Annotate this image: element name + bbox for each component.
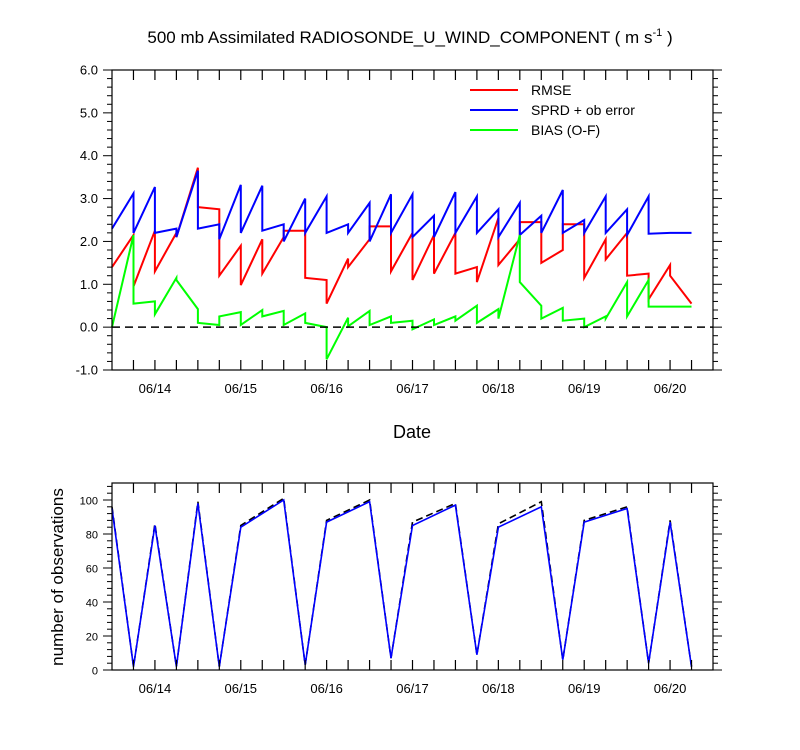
y-tick-label: 5.0 — [80, 105, 98, 120]
top-series-group — [111, 167, 693, 360]
series-line-assimilated — [111, 498, 693, 667]
bottom-axis-ticks: 06/14 06/15 06/16 06/17 06/18 06/19 06/20 0 20 40… — [80, 483, 722, 696]
x-tick-label: 06/17 — [396, 381, 429, 396]
y-tick-label: 80 — [86, 530, 98, 542]
legend-label: RMSE — [531, 82, 571, 98]
y-tick-label: 1.0 — [80, 277, 98, 292]
x-tick-label: 06/20 — [654, 681, 687, 696]
legend: RMSE SPRD + ob error BIAS (O-F) — [470, 82, 635, 138]
x-tick-label: 06/18 — [482, 681, 515, 696]
y-axis-label: number of observations — [48, 488, 67, 666]
observations-panel: 06/14 06/15 06/16 06/17 06/18 06/19 06/20 0 20 40… — [48, 482, 722, 696]
bottom-series-group — [111, 496, 693, 667]
x-tick-label: 06/17 — [396, 681, 429, 696]
x-tick-label: 06/14 — [139, 681, 172, 696]
x-tick-label: 06/14 — [139, 381, 172, 396]
x-tick-label: 06/16 — [310, 381, 343, 396]
chart-title-tail: ) — [662, 28, 672, 47]
series-line-sprd-ob-error — [111, 170, 692, 242]
series-line-rmse — [111, 167, 693, 305]
chart-title: 500 mb Assimilated RADIOSONDE_U_WIND_COM… — [147, 27, 672, 47]
x-tick-label: 06/18 — [482, 381, 515, 396]
y-tick-label: 40 — [86, 598, 98, 610]
chart-title-main: 500 mb Assimilated RADIOSONDE_U_WIND_COM… — [147, 28, 652, 47]
x-axis-label: Date — [393, 422, 431, 442]
series-line-bias-o-f — [111, 234, 692, 360]
top-axis-ticks: 06/14 06/15 06/16 06/17 06/18 06/19 06/20 -1.0 0… — [76, 63, 722, 396]
y-tick-label: 6.0 — [80, 63, 98, 78]
y-tick-label: 100 — [80, 496, 98, 508]
y-tick-label: 0.0 — [80, 320, 98, 335]
rmse-bias-panel: 06/14 06/15 06/16 06/17 06/18 06/19 06/20 -1.0 0… — [76, 63, 722, 442]
series-line-possible — [111, 496, 693, 667]
y-tick-label: 3.0 — [80, 191, 98, 206]
y-tick-label: 0 — [92, 666, 98, 678]
x-tick-label: 06/15 — [225, 681, 258, 696]
y-tick-label: 4.0 — [80, 148, 98, 163]
x-tick-label: 06/15 — [225, 381, 258, 396]
x-tick-label: 06/20 — [654, 381, 687, 396]
y-tick-label: 20 — [86, 632, 98, 644]
legend-label: BIAS (O-F) — [531, 122, 600, 138]
y-tick-label: 2.0 — [80, 234, 98, 249]
legend-label: SPRD + ob error — [531, 102, 635, 118]
x-tick-label: 06/16 — [310, 681, 343, 696]
y-tick-label: 60 — [86, 564, 98, 576]
y-tick-label: -1.0 — [76, 363, 98, 378]
x-tick-label: 06/19 — [568, 681, 601, 696]
chart-title-exponent: -1 — [652, 27, 662, 39]
bottom-plot-frame — [111, 482, 714, 671]
x-tick-label: 06/19 — [568, 381, 601, 396]
